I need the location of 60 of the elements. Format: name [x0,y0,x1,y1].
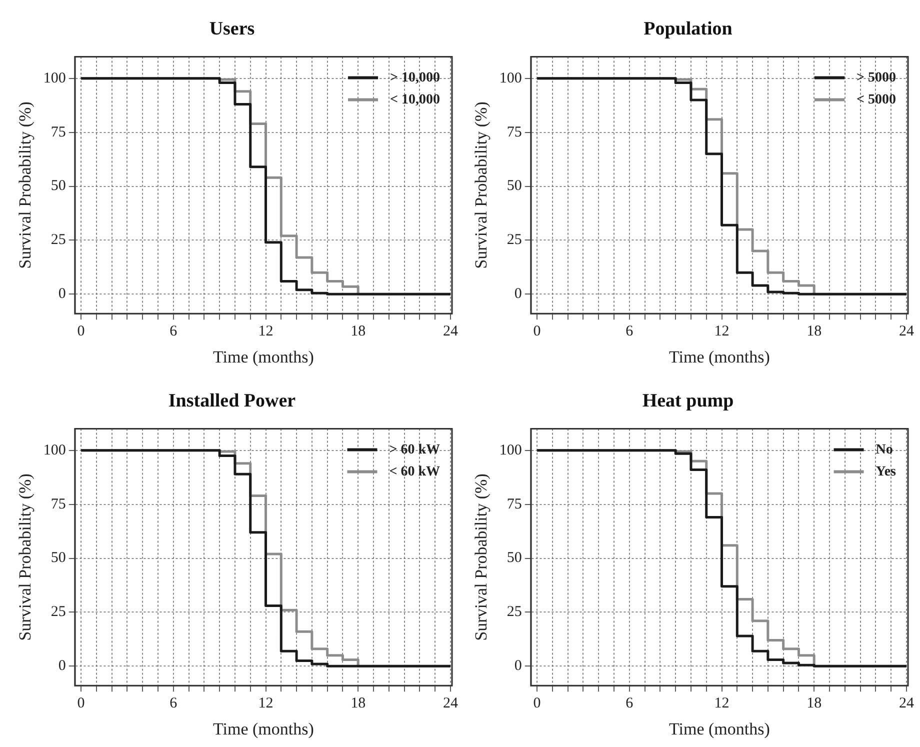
x-tick-label: 6 [170,696,178,712]
y-tick-label: 0 [58,286,66,302]
x-tick-label: 6 [626,324,634,340]
y-tick-label: 0 [58,658,66,674]
x-tick-label: 12 [258,696,274,712]
x-tick-label: 24 [898,324,914,340]
y-tick-label: 75 [506,496,522,512]
chart-title: Installed Power [168,390,296,412]
y-axis-title: Survival Probability (%) [472,474,491,641]
x-tick-label: 0 [533,324,541,340]
legend-label: > 5000 [856,70,896,86]
y-axis-title: Survival Probability (%) [472,102,491,269]
y-tick-label: 0 [514,658,522,674]
y-tick-label: 50 [506,178,522,194]
chart-title: Population [644,18,733,40]
y-tick-label: 25 [50,604,66,620]
x-tick-label: 18 [806,696,822,712]
y-tick-label: 100 [43,70,66,86]
legend-label: > 60 kW [389,442,440,458]
x-tick-label: 6 [626,696,634,712]
y-tick-label: 100 [499,442,522,458]
y-tick-label: 25 [506,232,522,248]
y-tick-label: 75 [506,124,522,140]
y-tick-label: 75 [50,124,66,140]
y-tick-label: 50 [50,178,66,194]
y-tick-label: 25 [506,604,522,620]
x-tick-label: 18 [350,324,366,340]
y-tick-label: 50 [506,550,522,566]
x-tick-label: 12 [714,324,730,340]
legend-label: Yes [876,464,897,480]
x-tick-label: 12 [714,696,730,712]
x-tick-label: 24 [898,696,914,712]
y-tick-label: 100 [499,70,522,86]
x-axis-title: Time (months) [668,719,770,738]
chart-title: Users [209,18,255,40]
legend-label: < 60 kW [389,464,440,480]
x-tick-label: 24 [442,324,458,340]
legend-label: > 10,000 [390,70,440,86]
x-tick-label: 0 [533,696,541,712]
y-tick-label: 25 [50,232,66,248]
legend-label: < 10,000 [390,92,440,108]
x-tick-label: 0 [77,324,85,340]
y-tick-label: 50 [50,550,66,566]
y-tick-label: 75 [50,496,66,512]
y-axis-title: Survival Probability (%) [16,474,35,641]
legend-label: < 5000 [856,92,896,108]
x-axis-title: Time (months) [212,719,314,738]
legend-label: No [876,442,893,458]
x-tick-label: 24 [442,696,458,712]
chart-title: Heat pump [642,390,734,412]
x-tick-label: 12 [258,324,274,340]
x-tick-label: 0 [77,696,85,712]
y-tick-label: 100 [43,442,66,458]
x-tick-label: 6 [170,324,178,340]
x-axis-title: Time (months) [668,347,770,366]
y-axis-title: Survival Probability (%) [16,102,35,269]
y-tick-label: 0 [514,286,522,302]
x-tick-label: 18 [806,324,822,340]
x-tick-label: 18 [350,696,366,712]
x-axis-title: Time (months) [212,347,314,366]
